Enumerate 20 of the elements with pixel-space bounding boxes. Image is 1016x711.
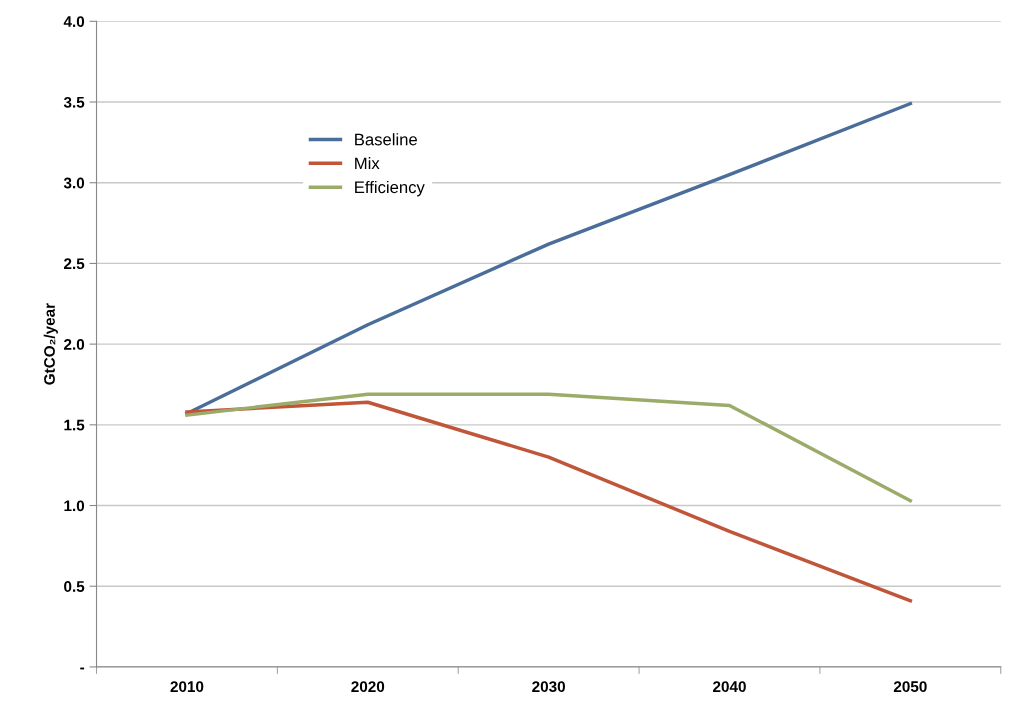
y-tick-label: 3.0 — [63, 177, 85, 189]
y-tick-label: 2.0 — [64, 338, 85, 350]
y-tick-label: - — [80, 667, 85, 670]
y-tick-label: 0.5 — [64, 581, 85, 592]
y-tick-label: 1.5 — [64, 419, 85, 431]
y-tick-label: 1.0 — [64, 500, 85, 512]
line-series — [185, 392, 913, 503]
legend-label: Efficiency — [355, 180, 425, 197]
y-tick-label: 3.5 — [63, 96, 85, 108]
y-tick-label: 2.5 — [64, 258, 85, 270]
x-tick-label: 2030 — [532, 681, 566, 693]
x-tick-label: 2040 — [713, 681, 746, 693]
y-axis-title: GtCO₂/year — [43, 303, 58, 385]
x-tick-label: 2010 — [170, 681, 204, 693]
legend-label: Mix — [355, 157, 380, 170]
x-tick-label: 2050 — [893, 681, 927, 693]
y-tick-label: 4.0 — [63, 16, 85, 28]
legend-label: Baseline — [355, 133, 417, 146]
x-tick-label: 2020 — [351, 681, 385, 693]
line-series — [185, 400, 913, 603]
